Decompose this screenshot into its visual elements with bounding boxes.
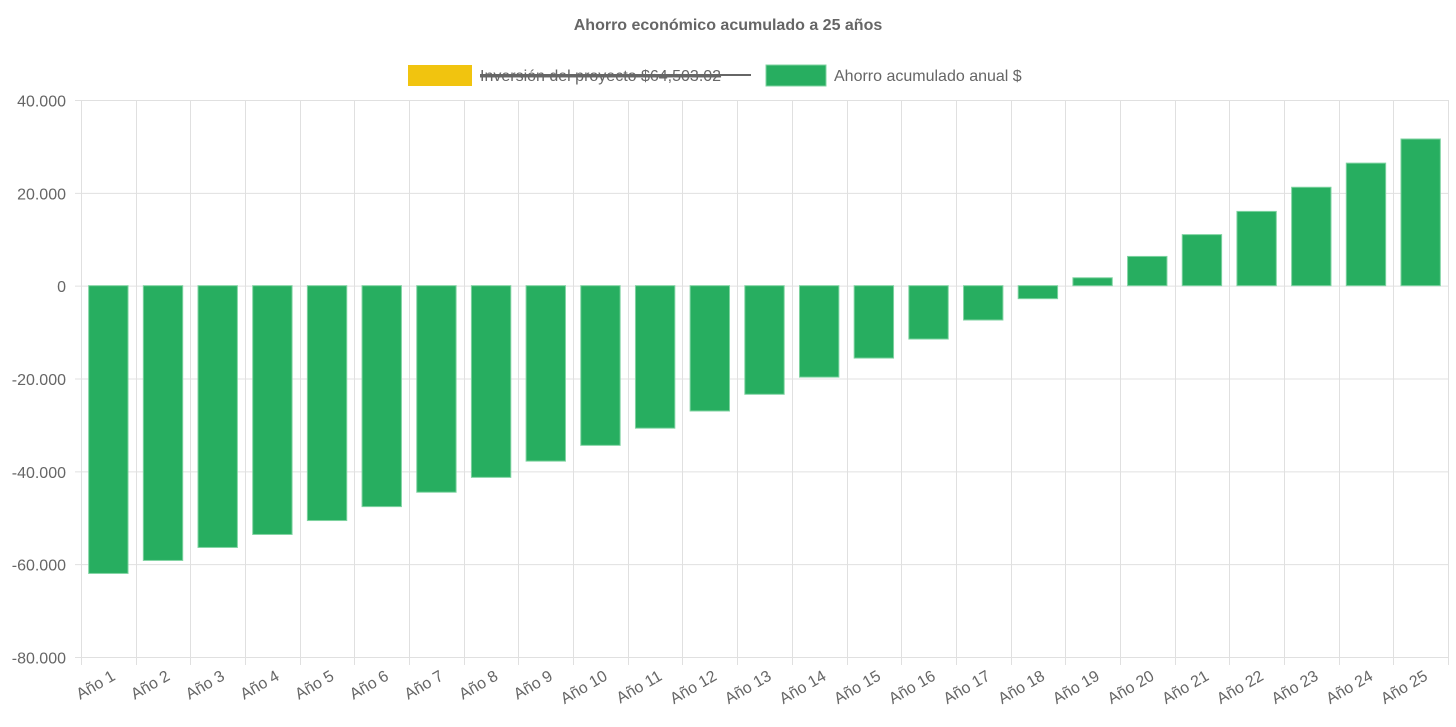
y-tick-label: -20.000 xyxy=(12,372,66,389)
bar[interactable] xyxy=(1017,285,1059,300)
y-tick-label: 40.000 xyxy=(17,94,66,111)
bar[interactable] xyxy=(525,285,566,462)
bar[interactable] xyxy=(744,285,785,395)
x-tick-label: Año 21 xyxy=(1160,668,1213,708)
x-tick-label: Año 14 xyxy=(777,668,830,708)
x-tick-label: Año 20 xyxy=(1105,668,1158,708)
y-tick-label: 20.000 xyxy=(17,186,66,203)
bar[interactable] xyxy=(416,285,457,493)
bar[interactable] xyxy=(252,285,293,535)
bar[interactable] xyxy=(1400,138,1441,287)
y-tick-label: 0 xyxy=(57,279,66,296)
x-tick-label: Año 17 xyxy=(941,668,994,708)
bar[interactable] xyxy=(142,285,184,561)
bar[interactable] xyxy=(1072,277,1113,287)
legend: Inversión del proyecto $64,503.02 Ahorro… xyxy=(408,64,1022,87)
bar[interactable] xyxy=(798,285,840,378)
bar[interactable] xyxy=(1291,186,1332,287)
x-axis: Año 1 Año 2 Año 3 Año 4 Año 5 Año 6 Año 7 Año 8… xyxy=(74,668,1431,708)
bar[interactable] xyxy=(908,285,949,340)
y-axis: 40.000 20.000 0 -20.000 -40.000 -60.000 -80.00… xyxy=(12,94,66,668)
x-tick-label: Año 9 xyxy=(511,668,556,704)
x-tick-label: Año 6 xyxy=(347,668,392,704)
bar[interactable] xyxy=(88,285,129,574)
bar[interactable] xyxy=(689,285,731,412)
bar[interactable] xyxy=(306,285,348,522)
x-tick-label: Año 16 xyxy=(886,668,939,708)
x-tick-label: Año 8 xyxy=(456,668,501,704)
legend-swatch-inversion xyxy=(408,65,472,86)
bars xyxy=(88,138,1441,574)
bar[interactable] xyxy=(963,285,1004,321)
x-tick-label: Año 4 xyxy=(238,668,283,704)
bar[interactable] xyxy=(1236,210,1277,287)
x-tick-label: Año 13 xyxy=(722,668,775,708)
bar[interactable] xyxy=(634,285,676,429)
legend-swatch-ahorro xyxy=(765,64,827,87)
chart-title: Ahorro económico acumulado a 25 años xyxy=(574,17,883,34)
bar[interactable] xyxy=(1181,234,1223,287)
x-tick-label: Año 12 xyxy=(667,668,720,708)
legend-item-inversion[interactable]: Inversión del proyecto $64,503.02 xyxy=(408,65,751,86)
x-tick-label: Año 3 xyxy=(183,668,228,704)
legend-item-ahorro[interactable]: Ahorro acumulado anual $ xyxy=(765,64,1022,87)
x-tick-label: Año 19 xyxy=(1050,668,1103,708)
x-tick-label: Año 5 xyxy=(292,668,337,704)
bar[interactable] xyxy=(361,285,402,508)
y-tick-label: -80.000 xyxy=(12,651,66,668)
gridlines xyxy=(75,100,1449,665)
x-tick-label: Año 11 xyxy=(614,668,665,708)
bar[interactable] xyxy=(470,285,512,478)
legend-label-inversion: Inversión del proyecto $64,503.02 xyxy=(480,68,721,85)
bar[interactable] xyxy=(580,285,621,446)
bar[interactable] xyxy=(1345,162,1387,287)
y-tick-label: -60.000 xyxy=(12,558,66,575)
bar[interactable] xyxy=(197,285,238,548)
x-tick-label: Año 23 xyxy=(1269,668,1322,708)
x-tick-label: Año 15 xyxy=(831,668,884,708)
x-tick-label: Año 1 xyxy=(74,668,119,704)
y-tick-label: -40.000 xyxy=(12,465,66,482)
x-tick-label: Año 7 xyxy=(402,668,447,704)
x-tick-label: Año 24 xyxy=(1324,668,1377,708)
x-tick-label: Año 22 xyxy=(1214,668,1267,708)
x-tick-label: Año 10 xyxy=(558,668,611,708)
x-tick-label: Año 2 xyxy=(128,668,173,704)
bar[interactable] xyxy=(853,285,895,359)
bar[interactable] xyxy=(1127,255,1168,287)
legend-label-ahorro: Ahorro acumulado anual $ xyxy=(834,68,1022,85)
x-tick-label: Año 25 xyxy=(1378,668,1431,708)
x-tick-label: Año 18 xyxy=(995,668,1048,708)
